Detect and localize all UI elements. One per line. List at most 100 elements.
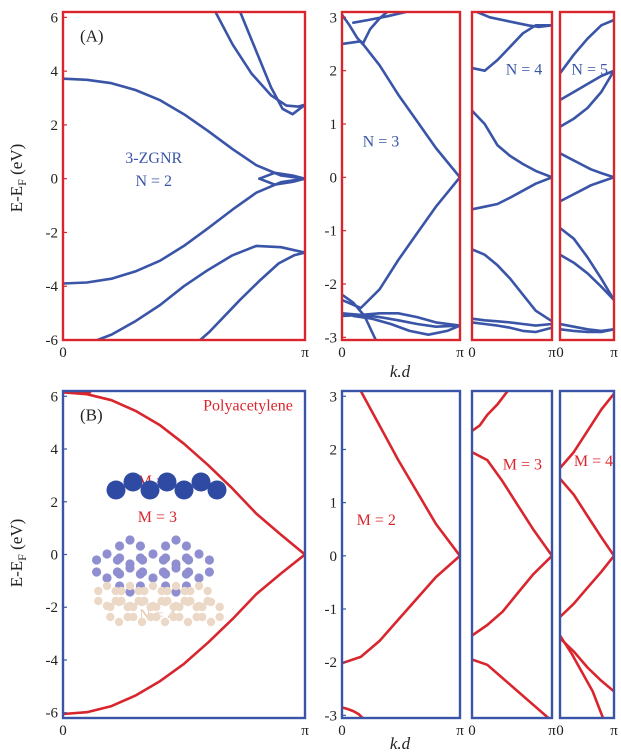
band-line-4 <box>560 636 614 693</box>
panel-label: (B) <box>80 405 103 424</box>
band-line-2 <box>560 554 614 619</box>
ytick-label: 2 <box>330 64 338 80</box>
band-line-1 <box>359 391 460 558</box>
xtick-label: 0 <box>556 345 564 361</box>
annotation: 3-ZGNR <box>125 150 182 167</box>
band-line-2 <box>472 176 552 211</box>
band-lines <box>63 12 305 340</box>
band-line-3 <box>258 171 305 180</box>
panel-2: -3 -2 -1 0 1 2 3 0 π N = 3 <box>325 10 465 361</box>
ytick-label: 3 <box>330 389 338 405</box>
band-line-9 <box>342 293 378 340</box>
annotation: N = 5 <box>571 61 608 78</box>
band-line-7 <box>63 244 305 340</box>
xtick-label: π <box>301 345 309 361</box>
band-line-6 <box>560 226 614 302</box>
band-line-1 <box>560 152 614 179</box>
band-line-2 <box>560 176 614 203</box>
polyacetylene-chain-illustration <box>106 472 227 500</box>
xtick-label: π <box>548 723 556 739</box>
ylabel-top: E-EF (eV) <box>7 144 29 213</box>
band-lines <box>560 18 614 334</box>
ytick-label: 4 <box>51 442 59 458</box>
band-line-1 <box>63 77 305 180</box>
panel-frame <box>470 389 554 720</box>
xtick-label: π <box>301 723 309 739</box>
band-line-5 <box>560 253 614 302</box>
ytick-label: -4 <box>46 653 59 669</box>
ytick-label: -3 <box>325 330 338 346</box>
band-line-4 <box>472 391 509 433</box>
annotation: M = 3 <box>503 456 542 473</box>
ytick-label: -1 <box>325 224 338 240</box>
band-lines <box>560 392 614 718</box>
band-line-6 <box>238 12 305 116</box>
ytick-label: 2 <box>51 495 59 511</box>
panel-frame <box>340 10 462 342</box>
ytick-label: -6 <box>46 706 59 722</box>
band-line-3 <box>342 706 364 718</box>
nanoribbon-n4-illustration <box>94 581 224 627</box>
annotation: N = 4 <box>506 61 543 78</box>
panel-frame <box>61 10 307 342</box>
ytick-label: 2 <box>51 118 59 134</box>
ytick-label: 4 <box>51 64 59 80</box>
band-lines <box>63 391 305 716</box>
band-line-3 <box>472 248 552 323</box>
nanoribbon-m3-illustration <box>92 535 214 597</box>
band-line-2 <box>63 553 305 716</box>
band-lines <box>342 391 460 718</box>
band-line-1 <box>63 391 305 556</box>
band-line-1 <box>472 450 552 558</box>
annotation: N = 2 <box>135 173 172 190</box>
band-line-8 <box>352 314 460 336</box>
xtick-label: π <box>548 345 556 361</box>
panel-frame <box>470 10 554 342</box>
band-line-2 <box>472 554 552 637</box>
xtick-label: 0 <box>468 345 476 361</box>
panel-frame <box>340 389 462 720</box>
band-line-3 <box>560 392 614 470</box>
ylabel-bottom: E-EF (eV) <box>7 519 29 588</box>
band-lines <box>472 391 552 718</box>
annotation: M = 2 <box>357 512 396 529</box>
xtick-label: π <box>456 345 464 361</box>
ytick-label: 6 <box>51 389 59 405</box>
ytick-label: -2 <box>325 655 338 671</box>
band-line-4 <box>258 177 305 186</box>
ytick-label: -1 <box>325 602 338 618</box>
xtick-label: 0 <box>468 723 476 739</box>
band-line-2 <box>63 177 305 285</box>
xtick-label: π <box>456 723 464 739</box>
ytick-label: 2 <box>330 442 338 458</box>
xtick-label: 0 <box>59 723 67 739</box>
ytick-label: 3 <box>330 10 338 26</box>
panel-label: (A) <box>80 27 104 46</box>
band-line-5 <box>475 12 552 29</box>
band-line-7 <box>342 312 460 327</box>
ytick-label: -2 <box>46 225 59 241</box>
annotation: M = 4 <box>574 453 613 470</box>
band-lines <box>472 12 552 334</box>
ytick-label: -3 <box>325 708 338 724</box>
xtick-label: π <box>610 723 618 739</box>
ytick-label: 0 <box>51 548 59 564</box>
ytick-label: 1 <box>330 496 338 512</box>
band-line-3 <box>560 69 614 102</box>
band-line-1 <box>472 109 552 179</box>
panel-7: 0 π M = 3 <box>468 389 556 739</box>
ytick-label: 1 <box>330 117 338 133</box>
band-line-1 <box>560 477 614 558</box>
band-line-9 <box>560 328 614 334</box>
xlabel-top: k.d <box>390 362 411 381</box>
band-line-4 <box>361 12 389 46</box>
band-line-3 <box>342 13 364 46</box>
ytick-label: 0 <box>330 549 338 565</box>
ytick-label: -2 <box>46 600 59 616</box>
band-line-5 <box>214 12 305 108</box>
annotation: M = 3 <box>138 509 177 526</box>
panel-8: 0 π M = 4 <box>556 389 618 739</box>
band-line-2 <box>342 176 460 310</box>
